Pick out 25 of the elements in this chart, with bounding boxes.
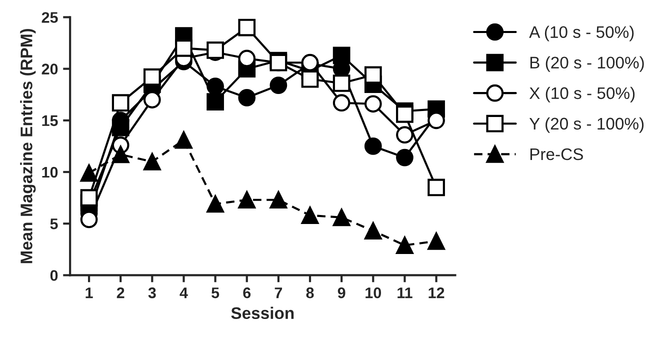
legend-label: B (20 s - 100%) xyxy=(530,56,644,72)
y-tick-label: 10 xyxy=(42,166,58,178)
legend-label: Pre-CS xyxy=(530,148,583,160)
x-axis-title: Session xyxy=(231,306,294,320)
y-tick-label: 25 xyxy=(42,12,58,23)
x-tick-label: 4 xyxy=(180,288,188,298)
x-tick-label: 5 xyxy=(212,288,220,298)
legend-label: X (10 s - 50%) xyxy=(529,86,635,102)
x-tick-label: 8 xyxy=(306,287,314,298)
x-tick-label: 10 xyxy=(366,287,382,298)
y-tick-label: 15 xyxy=(42,115,58,126)
y-axis-title: Mean Magazine Entries (RPM) xyxy=(20,28,36,264)
y-tick-label: 0 xyxy=(50,270,58,281)
x-tick-label: 11 xyxy=(398,288,412,298)
x-tick-label: 12 xyxy=(428,287,444,298)
y-tick-label: 5 xyxy=(50,218,58,230)
legend-label: A (10 s - 50%) xyxy=(529,26,634,42)
x-tick-label: 6 xyxy=(243,287,251,298)
x-tick-label: 2 xyxy=(116,287,124,298)
x-tick-label: 3 xyxy=(148,287,156,298)
x-tick-label: 7 xyxy=(274,288,282,298)
x-tick-label: 1 xyxy=(86,288,93,298)
x-tick-label: 9 xyxy=(338,287,346,298)
legend-label: Y (20 s - 100%) xyxy=(529,117,644,133)
y-tick-label: 20 xyxy=(42,64,58,74)
